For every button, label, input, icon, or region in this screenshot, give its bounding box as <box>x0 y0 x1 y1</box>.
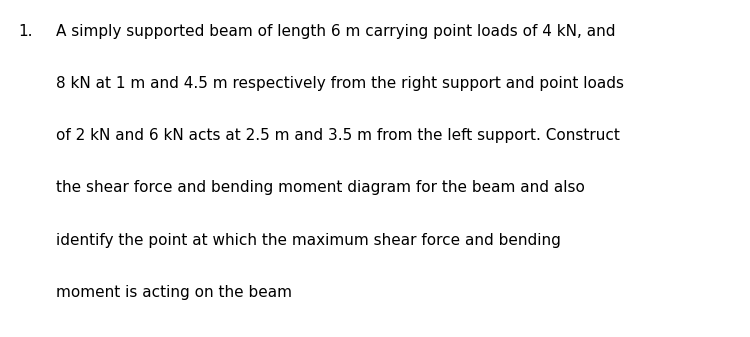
Text: identify the point at which the maximum shear force and bending: identify the point at which the maximum … <box>56 233 561 248</box>
Text: A simply supported beam of length 6 m carrying point loads of 4 kN, and: A simply supported beam of length 6 m ca… <box>56 24 616 39</box>
Text: 8 kN at 1 m and 4.5 m respectively from the right support and point loads: 8 kN at 1 m and 4.5 m respectively from … <box>56 76 624 91</box>
Text: 1.: 1. <box>19 24 33 39</box>
Text: of 2 kN and 6 kN acts at 2.5 m and 3.5 m from the left support. Construct: of 2 kN and 6 kN acts at 2.5 m and 3.5 m… <box>56 128 620 143</box>
Text: the shear force and bending moment diagram for the beam and also: the shear force and bending moment diagr… <box>56 180 585 195</box>
Text: moment is acting on the beam: moment is acting on the beam <box>56 285 292 300</box>
